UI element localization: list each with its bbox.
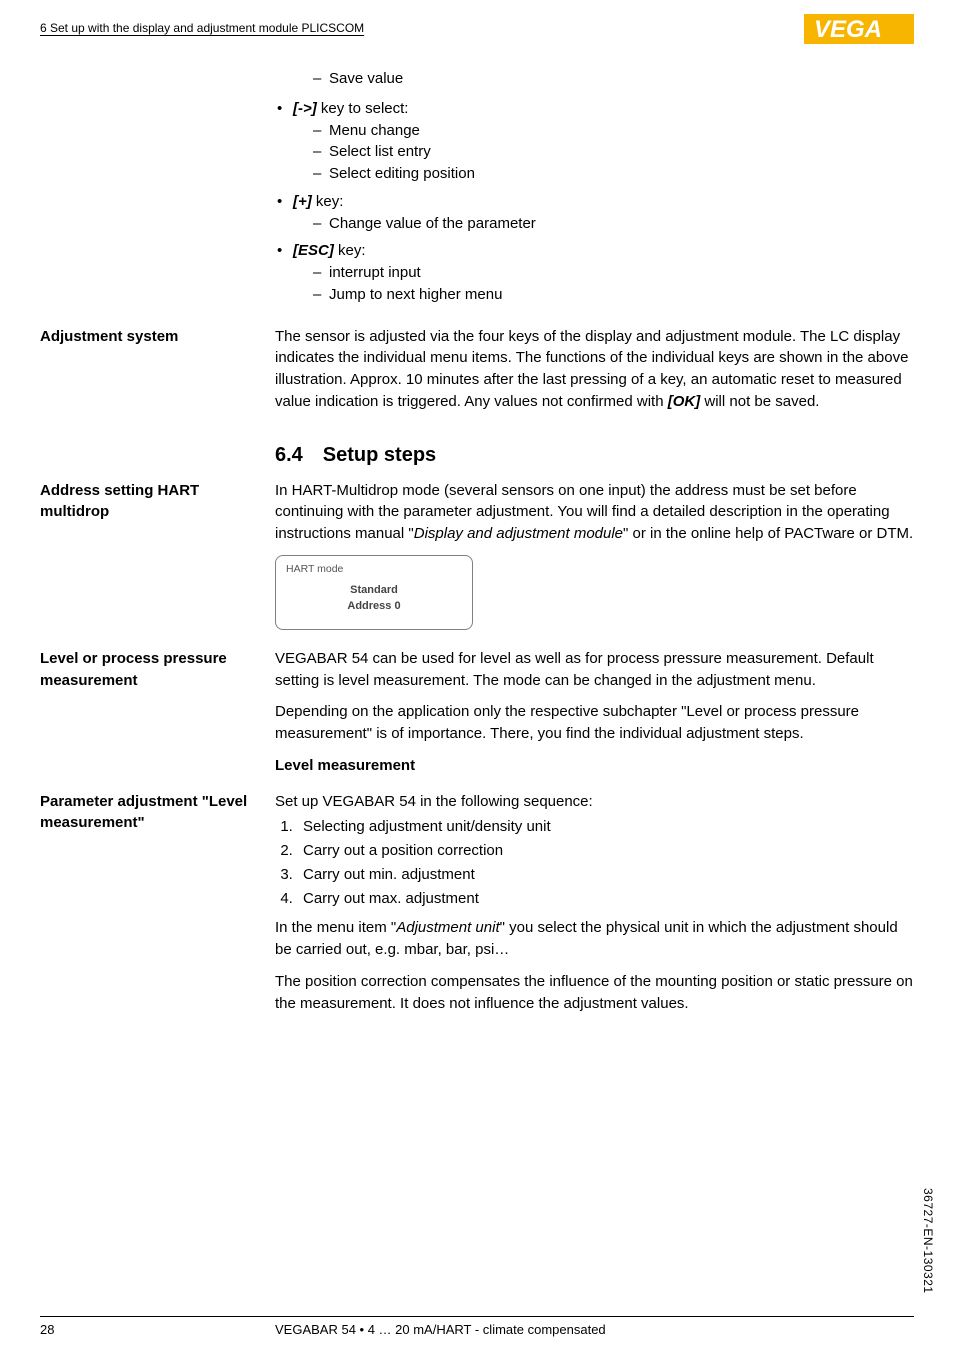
text: key: [312, 193, 344, 210]
list-item: Jump to next higher menu [313, 284, 914, 306]
footer-text: VEGABAR 54 • 4 … 20 mA/HART - climate co… [275, 1321, 914, 1340]
text-italic: Display and adjustment module [414, 525, 623, 542]
text: will not be saved. [700, 393, 819, 410]
paragraph: Depending on the application only the re… [275, 701, 914, 745]
label-adjustment-system: Adjustment system [40, 326, 275, 423]
list-item: Carry out max. adjustment [297, 888, 914, 910]
vega-logo: VEGA [804, 14, 914, 44]
footer: 28 VEGABAR 54 • 4 … 20 mA/HART - climate… [40, 1316, 914, 1340]
list-item: Selecting adjustment unit/density unit [297, 816, 914, 838]
paragraph: In HART-Multidrop mode (several sensors … [275, 480, 914, 545]
header-section: 6 Set up with the display and adjustment… [40, 20, 364, 37]
paragraph: In the menu item "Adjustment unit" you s… [275, 917, 914, 961]
text: " or in the online help of PACTware or D… [623, 525, 913, 542]
page-number: 28 [40, 1321, 275, 1340]
text-italic: Adjustment unit [396, 919, 499, 936]
section-heading: 6.4 Setup steps [275, 441, 914, 470]
key-label: [ESC] [293, 242, 334, 259]
text: In the menu item " [275, 919, 396, 936]
label-address-setting: Address setting HART multidrop [40, 480, 275, 644]
hart-mode-box: HART mode Standard Address 0 [275, 555, 473, 630]
list-item: [ESC] key: interrupt input Jump to next … [275, 240, 914, 305]
hart-address: Address 0 [286, 599, 462, 615]
key-label: [OK] [668, 393, 701, 410]
list-item: Carry out a position correction [297, 840, 914, 862]
paragraph: Set up VEGABAR 54 in the following seque… [275, 791, 914, 813]
paragraph: The sensor is adjusted via the four keys… [275, 326, 914, 413]
hart-mode-label: HART mode [286, 562, 462, 577]
subheading: Level measurement [275, 755, 914, 777]
list-item: Save value [313, 68, 914, 90]
hart-standard: Standard [286, 583, 462, 599]
label-level-process: Level or process pressure measurement [40, 648, 275, 787]
svg-text:VEGA: VEGA [814, 16, 882, 43]
list-item: Change value of the parameter [313, 213, 914, 235]
list-item: Carry out min. adjustment [297, 864, 914, 886]
list-item: Select list entry [313, 141, 914, 163]
list-item: Select editing position [313, 163, 914, 185]
list-item: [->] key to select: Menu change Select l… [275, 98, 914, 185]
steps-list: Selecting adjustment unit/density unit C… [275, 816, 914, 909]
paragraph: The position correction compensates the … [275, 971, 914, 1015]
paragraph: VEGABAR 54 can be used for level as well… [275, 648, 914, 692]
text: key: [334, 242, 366, 259]
text: key to select: [317, 100, 409, 117]
list-item: [+] key: Change value of the parameter [275, 191, 914, 235]
key-label: [->] [293, 100, 317, 117]
document-code: 36727-EN-130321 [919, 1188, 936, 1294]
label-parameter-adjustment: Parameter adjustment "Level measurement" [40, 791, 275, 1025]
list-item: Menu change [313, 120, 914, 142]
list-item: interrupt input [313, 262, 914, 284]
key-label: [+] [293, 193, 312, 210]
